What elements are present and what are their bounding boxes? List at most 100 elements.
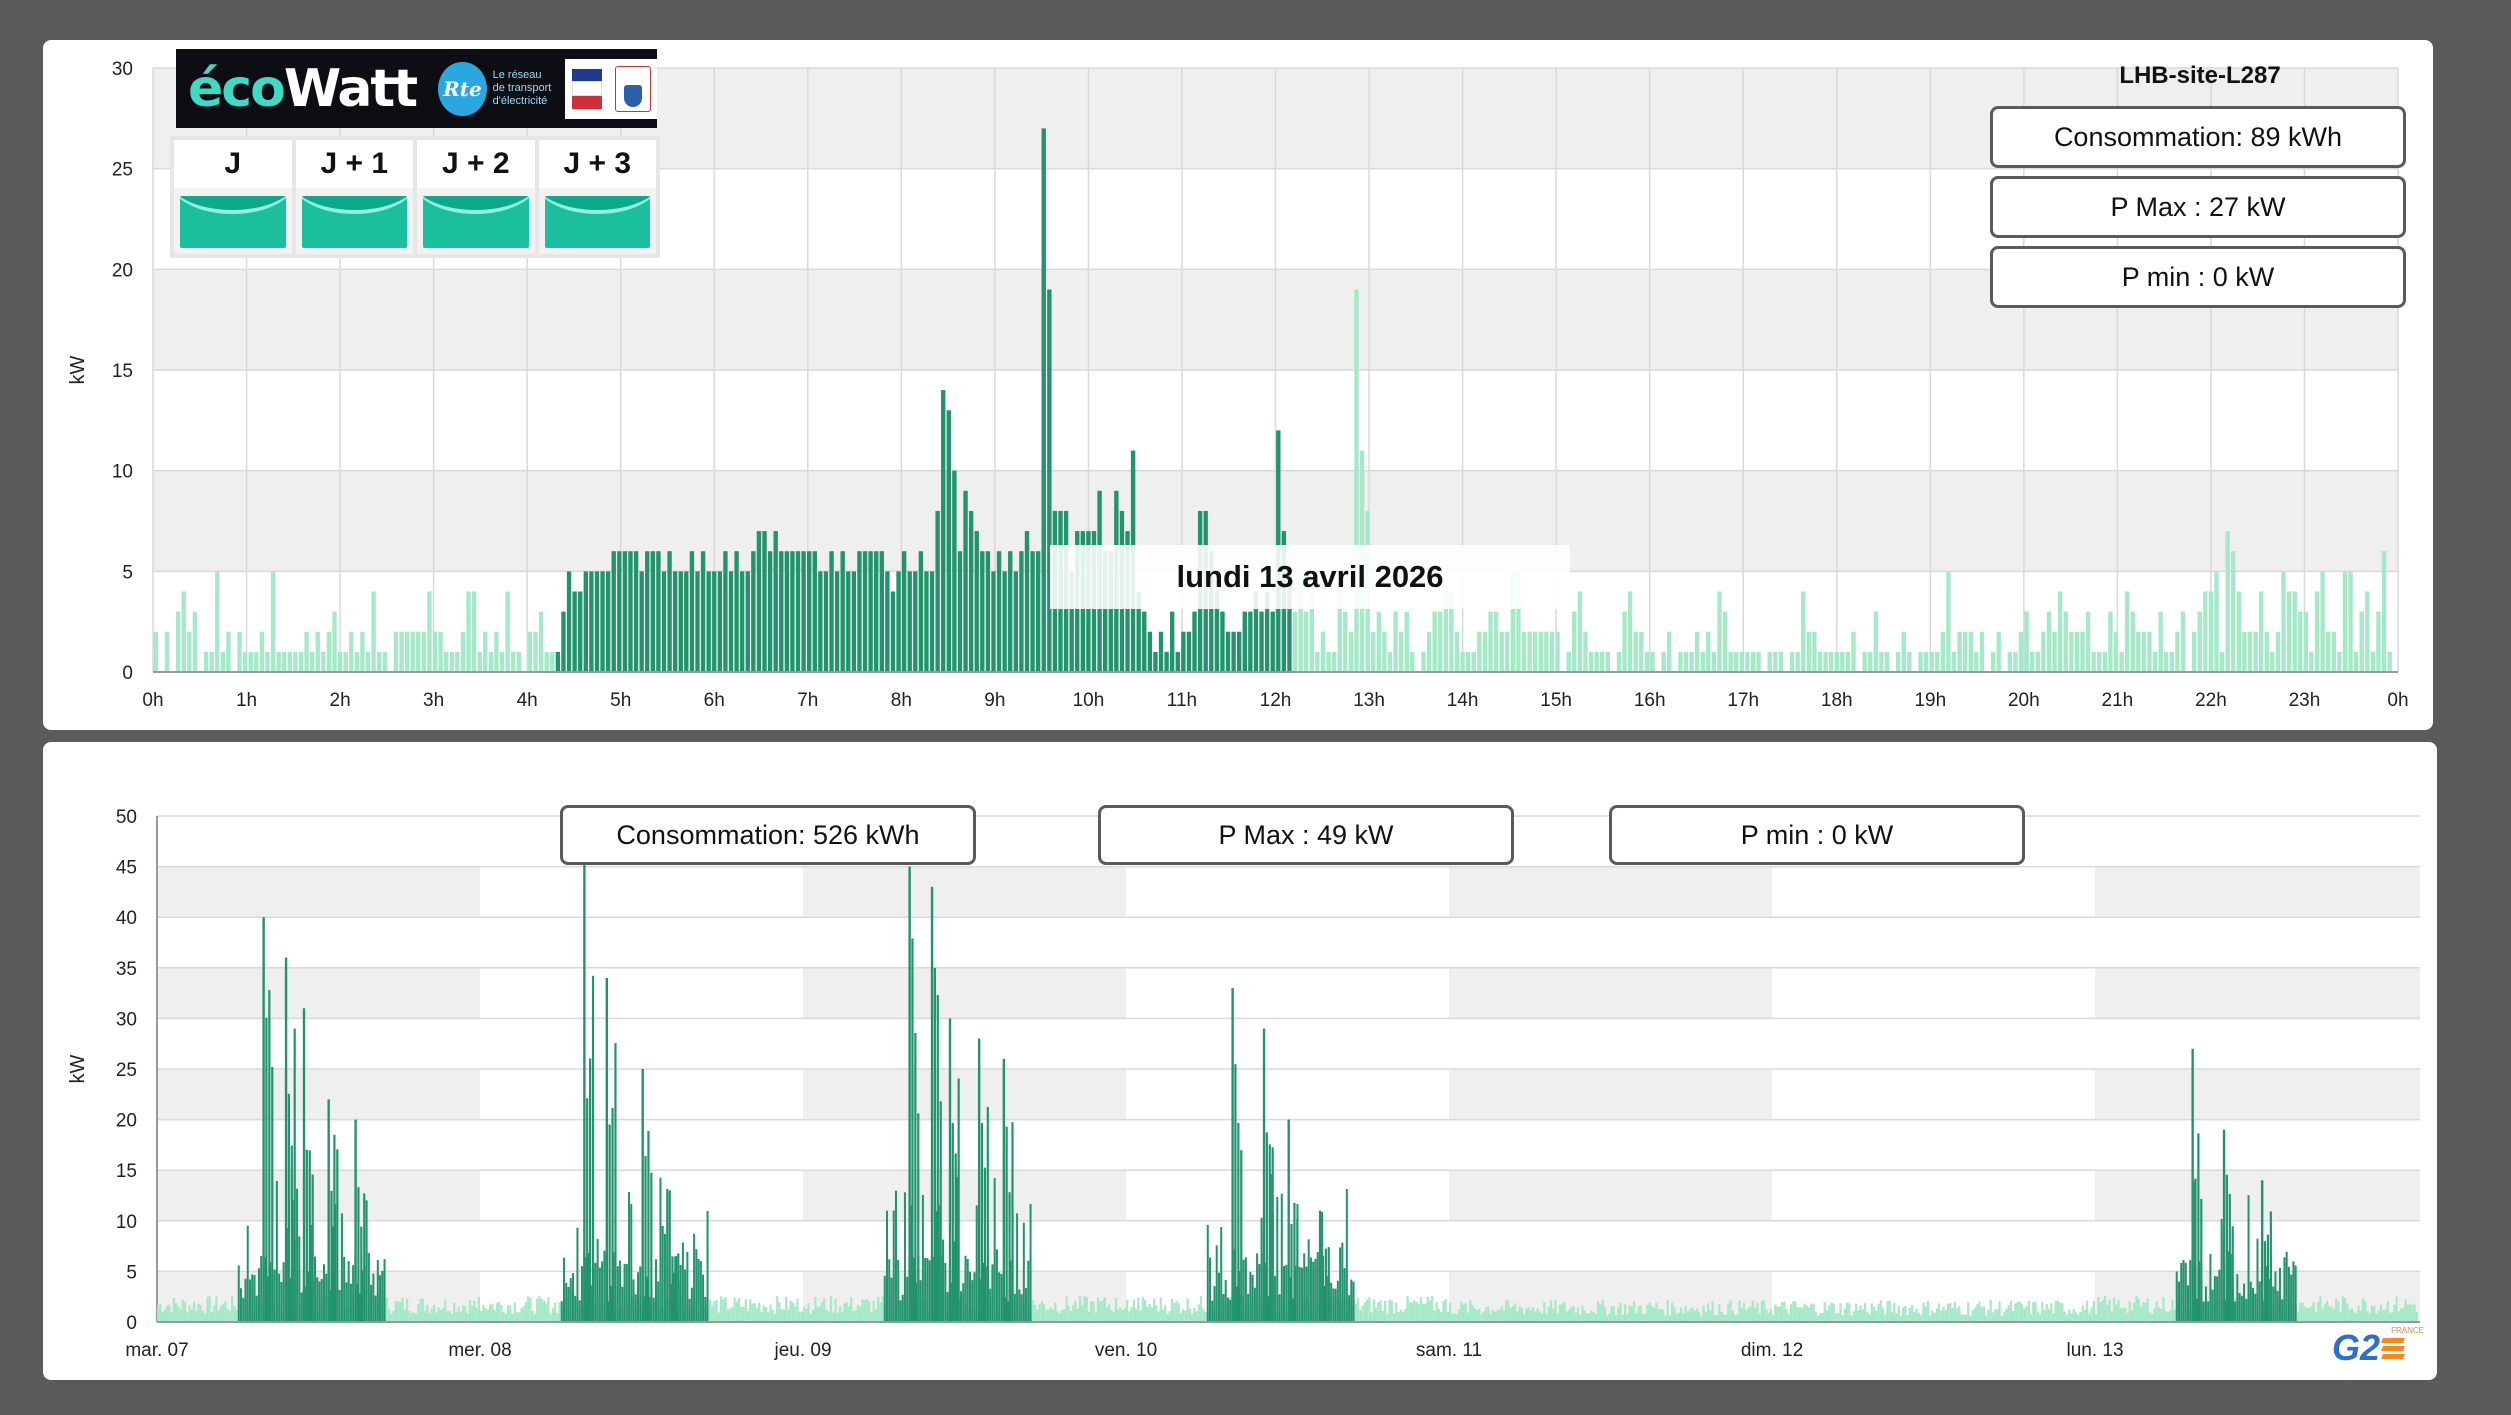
- data-bar: [1460, 651, 1465, 672]
- data-bar: [2247, 1195, 2250, 1322]
- data-bar: [890, 591, 896, 672]
- data-bar: [713, 1301, 716, 1322]
- data-bar: [547, 1297, 550, 1322]
- data-bar: [2029, 1313, 2033, 1322]
- data-bar: [744, 1299, 747, 1322]
- data-bar: [314, 1256, 317, 1322]
- data-bar: [410, 1313, 413, 1322]
- forecast-day-j[interactable]: J: [174, 140, 292, 254]
- daily-pmax-box: P Max : 27 kW: [1990, 176, 2406, 238]
- data-bar: [1214, 591, 1220, 672]
- data-bar: [1969, 1315, 1972, 1322]
- forecast-day-j1[interactable]: J + 1: [295, 140, 413, 254]
- data-bar: [520, 1308, 523, 1322]
- data-bar: [371, 591, 376, 672]
- y-tick-label: 35: [116, 959, 137, 980]
- data-bar: [854, 1310, 857, 1322]
- data-bar: [2409, 1303, 2412, 1322]
- data-bar: [2054, 1300, 2057, 1322]
- data-bar: [733, 1297, 736, 1322]
- data-bar: [2413, 1304, 2416, 1322]
- data-bar: [1139, 1310, 1142, 1322]
- data-bar: [2175, 631, 2180, 672]
- y-tick-label: 5: [126, 1262, 137, 1283]
- data-bar: [1287, 571, 1292, 672]
- data-bar: [1888, 1300, 1891, 1322]
- data-bar: [1695, 1308, 1698, 1322]
- data-bar: [1556, 1313, 1559, 1322]
- data-bar: [2370, 1305, 2374, 1322]
- grid-band: [1772, 1069, 2095, 1120]
- data-bar: [282, 651, 287, 672]
- data-bar: [645, 1276, 649, 1322]
- data-bar: [1477, 631, 1482, 672]
- data-bar: [1264, 591, 1270, 672]
- data-bar: [2357, 1305, 2360, 1322]
- data-bar: [308, 1150, 311, 1322]
- data-bar: [562, 1257, 566, 1322]
- data-bar: [209, 651, 214, 672]
- data-bar: [1146, 1306, 1149, 1322]
- data-bar: [1484, 1307, 1488, 1322]
- data-bar: [1011, 1122, 1014, 1322]
- data-bar: [1005, 1126, 1008, 1322]
- data-bar: [1101, 1300, 1104, 1322]
- data-bar: [213, 1305, 216, 1322]
- data-bar: [2305, 1307, 2309, 1322]
- data-bar: [1258, 1264, 1261, 1322]
- data-bar: [1298, 571, 1303, 672]
- data-bar: [957, 551, 963, 672]
- x-tick-label: 9h: [984, 690, 1005, 711]
- data-bar: [1421, 651, 1426, 672]
- data-bar: [1967, 1302, 1970, 1322]
- data-bar: [1025, 1287, 1028, 1322]
- y-tick-label: 15: [116, 1161, 137, 1182]
- forecast-day-j2[interactable]: J + 2: [417, 140, 535, 254]
- y-tick-label: 25: [112, 160, 133, 181]
- data-bar: [1134, 1308, 1138, 1322]
- data-bar: [159, 1303, 162, 1322]
- data-bar: [1765, 1309, 1768, 1322]
- data-bar: [427, 591, 432, 672]
- data-bar: [1893, 1303, 1896, 1322]
- data-bar: [2068, 1309, 2071, 1322]
- data-bar: [1320, 631, 1326, 672]
- data-bar: [1404, 1308, 1407, 1322]
- data-bar: [657, 1281, 660, 1322]
- data-bar: [1839, 1303, 1842, 1322]
- forecast-day-j3[interactable]: J + 3: [538, 140, 656, 254]
- data-bar: [1549, 1300, 1553, 1322]
- data-bar: [1845, 651, 1851, 672]
- data-bar: [2057, 591, 2063, 672]
- data-bar: [1801, 1307, 1804, 1322]
- data-bar: [1330, 1282, 1333, 1322]
- data-bar: [444, 1299, 447, 1322]
- data-bar: [912, 1257, 915, 1322]
- data-bar: [1626, 1314, 1629, 1322]
- data-bar: [2231, 551, 2236, 672]
- data-bar: [856, 1304, 860, 1322]
- data-bar: [1314, 1258, 1317, 1322]
- data-bar: [1751, 1300, 1755, 1322]
- data-bar: [908, 866, 911, 1322]
- data-bar: [852, 1310, 855, 1322]
- data-bar: [251, 1274, 254, 1322]
- data-bar: [1873, 611, 1879, 672]
- data-bar: [1675, 1313, 1678, 1322]
- data-bar: [1471, 651, 1476, 672]
- data-bar: [246, 1225, 249, 1322]
- data-bar: [1085, 1297, 1088, 1322]
- data-bar: [2155, 1301, 2158, 1322]
- data-bar: [699, 1261, 702, 1322]
- data-bar: [2115, 1304, 2118, 1322]
- data-bar: [2216, 1276, 2219, 1322]
- french-flag-icon: [571, 68, 602, 109]
- data-bar: [2213, 1276, 2216, 1322]
- data-bar: [1683, 651, 1689, 672]
- data-bar: [1968, 631, 1973, 672]
- data-bar: [2027, 1300, 2030, 1322]
- data-bar: [1177, 1303, 1180, 1322]
- data-bar: [177, 1306, 180, 1322]
- data-bar: [1249, 1272, 1252, 1322]
- data-bar: [1899, 1315, 1903, 1322]
